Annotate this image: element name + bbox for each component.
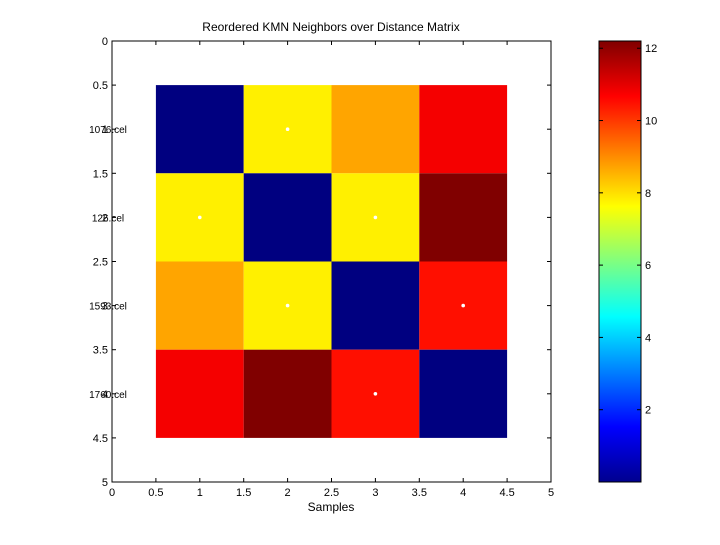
y-tick-label: 3 <box>102 301 108 313</box>
row-label: 1076.cel <box>89 125 127 136</box>
x-tick-label: 1.5 <box>236 487 251 499</box>
x-tick-label: 3 <box>372 487 378 499</box>
x-tick-label: 4.5 <box>499 487 514 499</box>
colorbar-tick-label: 10 <box>645 116 657 128</box>
colorbar-tick-label: 12 <box>645 43 657 55</box>
y-tick-label: 1 <box>102 124 108 136</box>
row-label: 126.cel <box>92 213 124 224</box>
x-tick-label: 2 <box>285 487 291 499</box>
y-tick-label: 0.5 <box>93 80 108 92</box>
x-tick-label: 0.5 <box>148 487 163 499</box>
heatmap-cell <box>243 349 332 438</box>
colorbar-tick-label: 2 <box>645 405 651 417</box>
x-axis-label: Samples <box>308 500 355 514</box>
colorbar-tick-label: 4 <box>645 332 651 344</box>
y-tick-label: 1.5 <box>93 168 108 180</box>
heatmap-cell <box>331 85 420 174</box>
heatmap-cell <box>155 85 244 174</box>
y-tick-label: 0 <box>102 36 108 48</box>
neighbor-marker <box>373 392 378 396</box>
heatmap-cell <box>331 261 420 350</box>
neighbor-marker <box>198 215 202 220</box>
chart-title: Reordered KMN Neighbors over Distance Ma… <box>202 20 459 34</box>
heatmap-cell <box>419 173 508 262</box>
x-tick-label: 4 <box>460 487 466 499</box>
y-tick-label: 2 <box>102 212 108 224</box>
neighbor-marker <box>285 303 290 308</box>
neighbor-marker <box>285 127 290 131</box>
y-tick-label: 3.5 <box>93 345 108 357</box>
y-axis-ticks: 0 0.5 1 1.5 2 2.5 3 3.5 4 4.5 5 <box>93 36 551 489</box>
colorbar-tick-label: 8 <box>645 188 651 200</box>
x-axis-ticks: 0 0.5 1 1.5 2 2.5 3 3.5 4 4.5 5 <box>109 41 554 499</box>
x-tick-label: 1 <box>197 487 203 499</box>
colorbar <box>598 40 642 483</box>
x-tick-label: 0 <box>109 487 115 499</box>
heatmap-cell <box>155 349 244 438</box>
x-tick-label: 3.5 <box>412 487 427 499</box>
heatmap-cells <box>155 85 508 438</box>
colorbar-ticks: 2 4 6 8 10 12 <box>599 43 657 417</box>
neighbor-marker <box>373 215 378 220</box>
row-label: 1593.cel <box>89 302 127 313</box>
neighbor-markers <box>198 127 466 396</box>
heatmap-cell <box>243 173 332 262</box>
row-labels: 1076.cel 126.cel 1593.cel 1760.cel <box>89 125 127 401</box>
colorbar-tick-label: 6 <box>645 260 651 272</box>
neighbor-marker <box>461 303 466 308</box>
x-tick-label: 5 <box>548 487 554 499</box>
row-label: 1760.cel <box>89 390 127 401</box>
y-tick-label: 2.5 <box>93 257 108 269</box>
y-tick-label: 4.5 <box>93 433 108 445</box>
x-tick-label: 2.5 <box>324 487 339 499</box>
heatmap-cell <box>419 349 508 438</box>
y-tick-label: 5 <box>102 477 108 489</box>
heatmap-cell <box>419 85 508 174</box>
y-tick-label: 4 <box>102 389 108 401</box>
heatmap-cell <box>155 261 244 350</box>
